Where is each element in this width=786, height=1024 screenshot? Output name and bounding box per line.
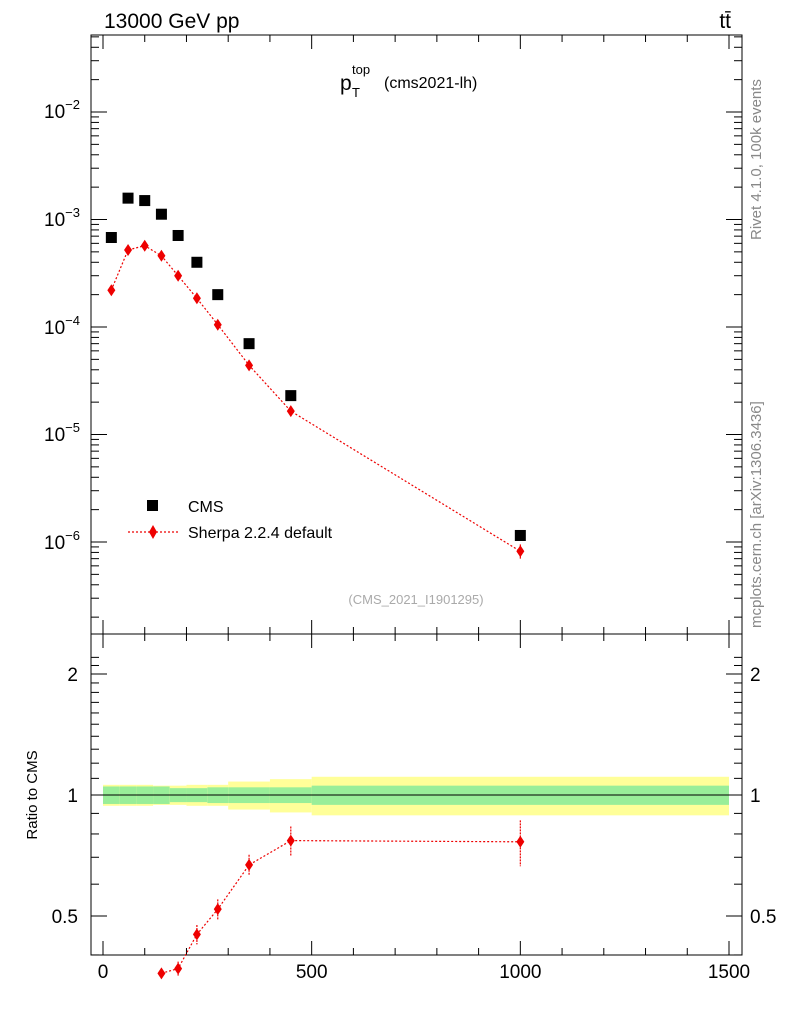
ratio-point	[174, 962, 183, 975]
legend-cms-label: CMS	[188, 499, 224, 516]
y-tick-label: 10−3	[44, 205, 80, 231]
ratio-y-tick-label: 0.5	[52, 907, 78, 928]
ratio-axis-ticks	[91, 634, 742, 956]
ratio-curve	[161, 839, 521, 974]
sherpa-point	[157, 249, 166, 262]
x-tick-label: 0	[98, 962, 109, 983]
ratio-point	[286, 834, 295, 847]
cms-point	[155, 208, 167, 220]
legend-sherpa-label: Sherpa 2.2.4 default	[188, 525, 333, 542]
sherpa-point	[192, 292, 201, 305]
cms-markers	[105, 192, 526, 541]
ratio-y-tick-label: 1	[750, 786, 761, 807]
ratio-y-tick-label: 2	[67, 665, 78, 686]
plot-title-suffix: (cms2021-lh)	[384, 75, 477, 92]
ratio-tick-labels: 0.5 0.5 1 1 2 2 0 500 1000 1500	[52, 665, 777, 983]
ratio-point	[192, 928, 201, 941]
legend-sherpa-marker	[149, 525, 157, 539]
legend: CMS Sherpa 2.2.4 default	[128, 499, 333, 542]
plot-title: p	[340, 72, 352, 95]
ratio-point	[213, 903, 222, 916]
x-tick-label: 1500	[708, 962, 750, 983]
energy-label: 13000 GeV pp	[104, 10, 239, 33]
rivet-label: Rivet 4.1.0, 100k events	[748, 79, 765, 240]
x-tick-label: 500	[296, 962, 328, 983]
ratio-point	[157, 967, 166, 980]
cms-point	[191, 256, 203, 268]
y-tick-label: 10−6	[44, 528, 80, 554]
legend-cms-marker	[147, 500, 158, 511]
ratio-markers	[157, 820, 525, 980]
cms-point	[105, 232, 117, 244]
cms-point	[139, 195, 151, 207]
main-y-tick-labels: 10−2 10−3 10−4 10−5 10−6	[44, 97, 80, 554]
cms-point	[243, 338, 255, 350]
y-tick-label: 10−2	[44, 97, 80, 123]
sherpa-point	[245, 359, 254, 372]
sherpa-point	[124, 244, 133, 257]
sherpa-point	[140, 239, 149, 252]
sherpa-point	[213, 318, 222, 331]
plot-title-sup: top	[352, 62, 370, 77]
uncertainty-bands	[103, 776, 729, 816]
y-tick-label: 10−5	[44, 420, 80, 446]
main-frame	[90, 34, 743, 635]
ratio-y-tick-label: 2	[750, 665, 761, 686]
y-tick-label: 10−4	[44, 313, 80, 339]
main-panel: 10−2 10−3 10−4 10−5 10−6 p top T (cms202…	[44, 34, 743, 635]
ratio-ylabel: Ratio to CMS	[24, 750, 41, 839]
sherpa-point	[174, 269, 183, 282]
ratio-point	[245, 858, 254, 871]
cms-point	[212, 289, 224, 301]
ratio-y-tick-label: 1	[67, 786, 78, 807]
sherpa-curve	[110, 245, 521, 552]
sherpa-line	[110, 245, 521, 552]
ratio-point	[516, 835, 525, 848]
cms-point	[514, 529, 526, 541]
mcplots-label: mcplots.cern.ch [arXiv:1306.3436]	[748, 401, 765, 628]
sherpa-point	[286, 405, 295, 418]
analysis-id: (CMS_2021_I1901295)	[348, 592, 483, 607]
process-label: tt̄	[719, 10, 731, 33]
plot-title-sub: T	[352, 85, 360, 100]
main-axis-ticks	[91, 35, 742, 634]
sherpa-point	[107, 284, 116, 297]
ratio-panel: 0.5 0.5 1 1 2 2 0 500 1000 1500 Ratio to CMS	[24, 633, 777, 983]
cms-point	[172, 229, 184, 241]
sherpa-markers	[107, 239, 525, 559]
cms-point	[285, 390, 297, 402]
ratio-y-tick-label: 0.5	[750, 907, 776, 928]
x-tick-label: 1000	[499, 962, 541, 983]
cms-point	[122, 192, 134, 204]
